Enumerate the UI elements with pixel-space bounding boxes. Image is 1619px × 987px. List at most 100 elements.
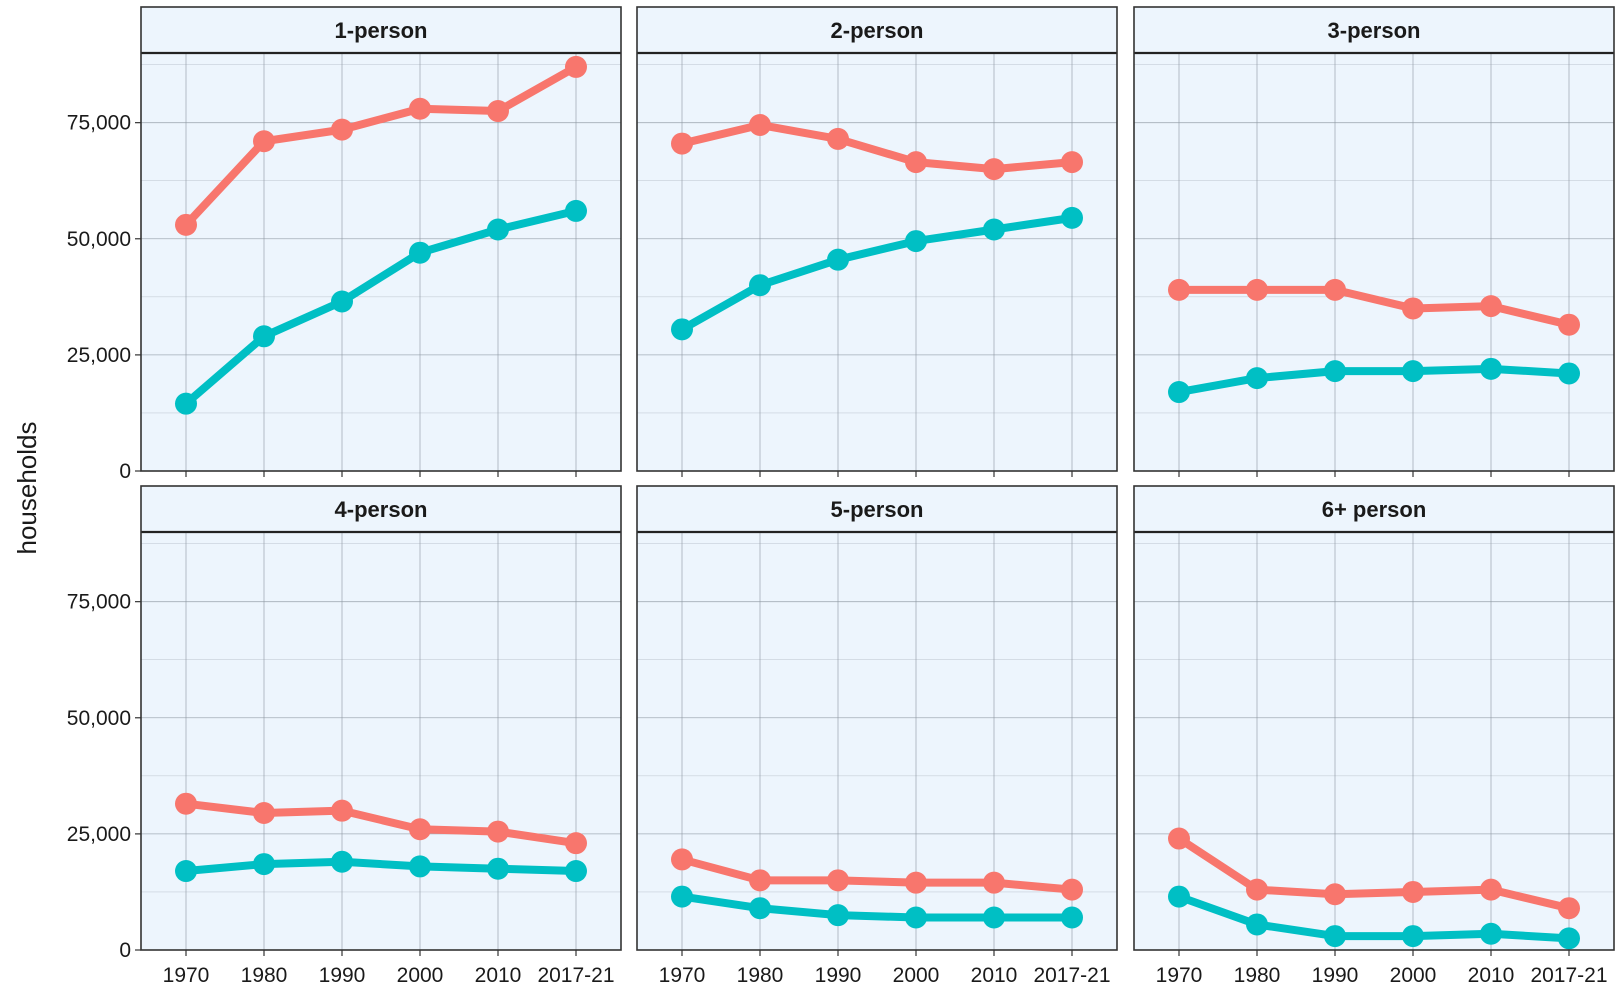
data-point — [1324, 278, 1346, 301]
data-point — [905, 871, 927, 894]
strip-background — [637, 7, 1117, 53]
data-point — [1558, 313, 1580, 336]
data-point — [827, 127, 849, 150]
y-tick-label: 50,000 — [67, 228, 131, 251]
data-point — [671, 318, 693, 341]
data-point — [749, 274, 771, 297]
data-point — [487, 857, 509, 880]
strip-background — [637, 486, 1117, 532]
strip-background — [141, 486, 621, 532]
facet-panel: 1-person 0 25,000 50,000 75,000 — [67, 6, 622, 483]
data-point — [1061, 878, 1083, 901]
data-point — [253, 325, 275, 348]
data-point — [409, 97, 431, 120]
panel-title: 3-person — [1328, 18, 1421, 43]
panel-border — [636, 6, 1118, 472]
x-tick-label: 1980 — [737, 964, 784, 987]
data-point — [409, 818, 431, 841]
data-point — [1402, 360, 1424, 383]
data-point — [1480, 295, 1502, 318]
data-point — [1061, 151, 1083, 174]
series-line — [1175, 285, 1573, 329]
x-tick-label: 2017-21 — [1530, 964, 1607, 987]
data-point — [1246, 878, 1268, 901]
data-point — [983, 158, 1005, 181]
data-point — [409, 855, 431, 878]
series-line — [678, 855, 1076, 894]
y-tick-label: 75,000 — [67, 112, 131, 135]
data-point — [331, 850, 353, 873]
data-point — [905, 151, 927, 174]
panel-title: 2-person — [831, 18, 924, 43]
facet-panel: 6+ person 1970 1980 1990 2000 2010 2017-21 — [1133, 485, 1615, 987]
data-point — [1324, 925, 1346, 948]
series-line — [1175, 364, 1573, 397]
y-tick-label: 25,000 — [67, 823, 131, 846]
data-point — [487, 100, 509, 123]
y-tick-label: 75,000 — [67, 591, 131, 614]
x-tick-label: 2000 — [1390, 964, 1437, 987]
data-point — [827, 904, 849, 927]
x-tick-label: 1990 — [815, 964, 862, 987]
data-point — [1402, 297, 1424, 320]
plot-background — [1134, 53, 1614, 471]
data-point — [1402, 925, 1424, 948]
panel-border — [1133, 485, 1615, 951]
data-point — [331, 118, 353, 141]
x-tick-label: 2017-21 — [1033, 964, 1110, 987]
data-point — [1168, 278, 1190, 301]
data-point — [565, 860, 587, 883]
y-tick-label: 50,000 — [67, 707, 131, 730]
data-point — [1480, 922, 1502, 945]
data-point — [253, 801, 275, 824]
data-point — [565, 55, 587, 78]
data-point — [409, 241, 431, 264]
data-point — [749, 113, 771, 136]
data-point — [983, 871, 1005, 894]
x-tick-label: 1970 — [659, 964, 706, 987]
plot-background — [1134, 532, 1614, 950]
data-point — [1558, 927, 1580, 950]
data-point — [175, 392, 197, 415]
series-line — [678, 120, 1076, 174]
panel-title: 6+ person — [1322, 497, 1427, 522]
x-tick-label: 1970 — [163, 964, 210, 987]
data-point — [905, 906, 927, 929]
y-tick-label: 0 — [119, 460, 131, 483]
x-tick-label: 1980 — [241, 964, 288, 987]
data-point — [175, 213, 197, 236]
data-point — [565, 199, 587, 222]
y-tick-label: 0 — [119, 939, 131, 962]
data-point — [331, 799, 353, 822]
data-point — [749, 897, 771, 920]
facet-panel: 5-person 1970 1980 1990 2000 2010 2017-21 — [636, 485, 1118, 987]
facet-panel: 4-person 0 25,000 50,000 75,000 1970 1980 1990 2… — [67, 485, 622, 987]
strip-background — [1134, 7, 1614, 53]
data-point — [1324, 360, 1346, 383]
plot-background — [141, 532, 621, 950]
data-point — [1402, 880, 1424, 903]
plot-background — [637, 53, 1117, 471]
data-point — [671, 885, 693, 908]
y-axis-title: households — [12, 422, 42, 555]
x-tick-label: 2000 — [893, 964, 940, 987]
data-point — [253, 130, 275, 153]
facet-panels: 1-person 0 25,000 50,000 75,000 2-person 3-per… — [67, 6, 1615, 987]
data-point — [1324, 883, 1346, 906]
data-point — [1061, 206, 1083, 229]
data-point — [671, 132, 693, 155]
data-point — [1168, 381, 1190, 404]
x-tick-label: 2017-21 — [537, 964, 614, 987]
data-point — [1480, 357, 1502, 380]
strip-background — [1134, 486, 1614, 532]
data-point — [1246, 913, 1268, 936]
data-point — [1480, 878, 1502, 901]
series-line — [678, 892, 1076, 922]
y-tick-label: 25,000 — [67, 344, 131, 367]
series-line — [678, 213, 1076, 334]
data-point — [983, 906, 1005, 929]
x-tick-label: 1970 — [1156, 964, 1203, 987]
series-line — [1175, 892, 1573, 943]
x-tick-label: 2010 — [971, 964, 1018, 987]
data-point — [1168, 885, 1190, 908]
